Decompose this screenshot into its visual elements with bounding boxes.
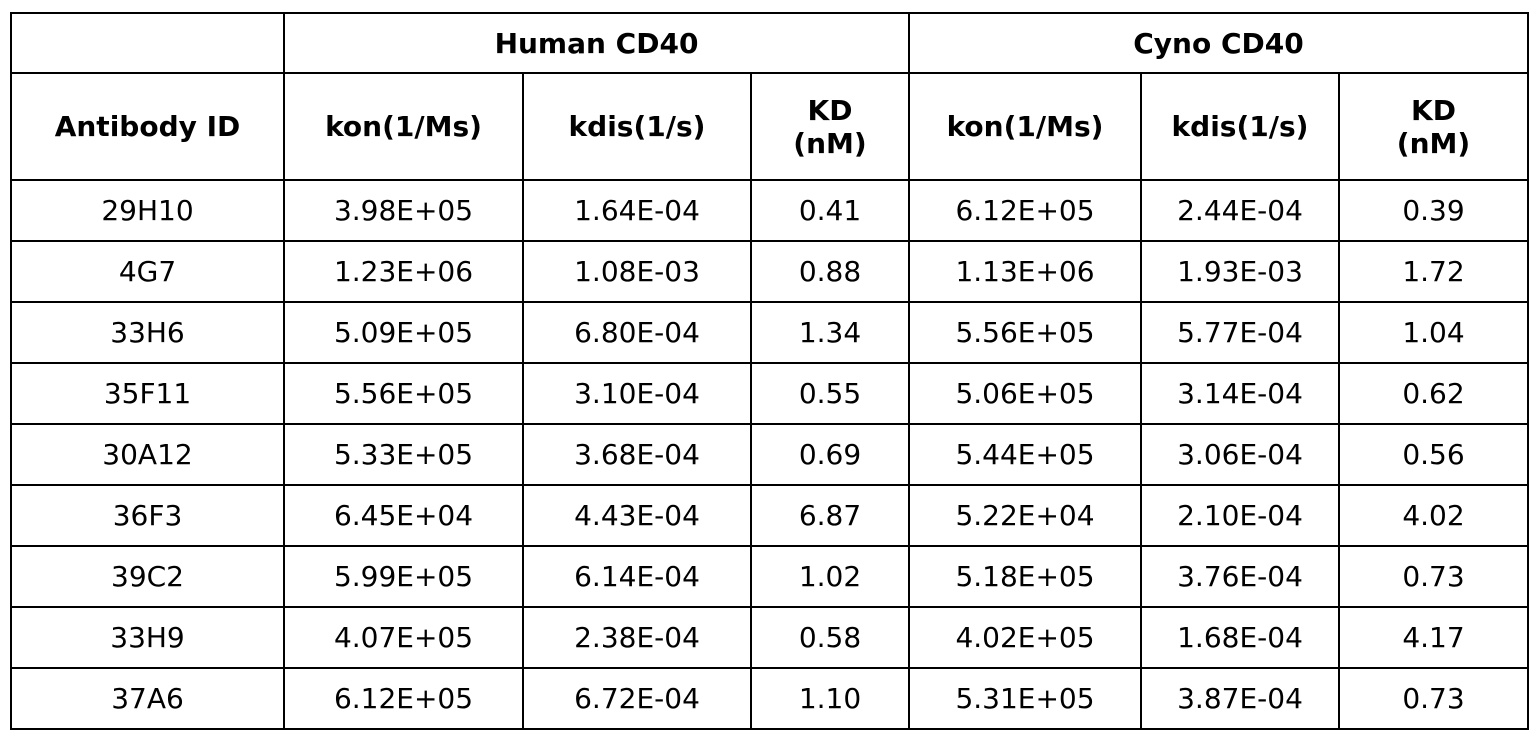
value-cell: 4.02 (1339, 485, 1528, 546)
value-cell: 1.93E-03 (1141, 241, 1339, 302)
antibody-id: 37A6 (11, 668, 284, 729)
column-header: KD (nM) (1339, 73, 1528, 180)
column-header-text: kdis(1/s) (569, 110, 706, 143)
antibody-id: 33H6 (11, 302, 284, 363)
value-cell: 0.69 (751, 424, 909, 485)
column-header: Antibody ID (11, 73, 284, 180)
column-header: kdis(1/s) (523, 73, 751, 180)
value-cell: 5.33E+05 (284, 424, 523, 485)
value-cell: 1.04 (1339, 302, 1528, 363)
data-row: 37A66.12E+056.72E-041.105.31E+053.87E-04… (11, 668, 1528, 729)
value-cell: 3.98E+05 (284, 180, 523, 241)
data-row: 39C25.99E+056.14E-041.025.18E+053.76E-04… (11, 546, 1528, 607)
value-cell: 5.31E+05 (909, 668, 1141, 729)
antibody-id: 36F3 (11, 485, 284, 546)
value-cell: 6.80E-04 (523, 302, 751, 363)
data-row: 29H103.98E+051.64E-040.416.12E+052.44E-0… (11, 180, 1528, 241)
data-row: 35F115.56E+053.10E-040.555.06E+053.14E-0… (11, 363, 1528, 424)
binding-table: Human CD40 Cyno CD40 Antibody ID kon(1/Ms… (10, 12, 1529, 730)
column-header-text: KD (nM) (790, 94, 870, 160)
value-cell: 0.73 (1339, 668, 1528, 729)
value-cell: 0.55 (751, 363, 909, 424)
value-cell: 4.17 (1339, 607, 1528, 668)
antibody-id: 35F11 (11, 363, 284, 424)
value-cell: 1.34 (751, 302, 909, 363)
data-row: 33H94.07E+052.38E-040.584.02E+051.68E-04… (11, 607, 1528, 668)
antibody-id: 30A12 (11, 424, 284, 485)
data-row: 33H65.09E+056.80E-041.345.56E+055.77E-04… (11, 302, 1528, 363)
antibody-id: 4G7 (11, 241, 284, 302)
value-cell: 5.56E+05 (284, 363, 523, 424)
value-cell: 6.12E+05 (909, 180, 1141, 241)
value-cell: 4.43E-04 (523, 485, 751, 546)
value-cell: 1.10 (751, 668, 909, 729)
column-header-text: KD (nM) (1394, 94, 1474, 160)
value-cell: 6.14E-04 (523, 546, 751, 607)
value-cell: 3.68E-04 (523, 424, 751, 485)
value-cell: 3.06E-04 (1141, 424, 1339, 485)
column-header-text: kdis(1/s) (1172, 110, 1309, 143)
value-cell: 6.72E-04 (523, 668, 751, 729)
value-cell: 5.06E+05 (909, 363, 1141, 424)
value-cell: 1.68E-04 (1141, 607, 1339, 668)
column-header: kon(1/Ms) (909, 73, 1141, 180)
data-row: 30A125.33E+053.68E-040.695.44E+053.06E-0… (11, 424, 1528, 485)
corner-cell (11, 13, 284, 73)
value-cell: 0.58 (751, 607, 909, 668)
data-row: 36F36.45E+044.43E-046.875.22E+042.10E-04… (11, 485, 1528, 546)
antibody-id: 39C2 (11, 546, 284, 607)
antibody-id: 33H9 (11, 607, 284, 668)
group-header: Cyno CD40 (909, 13, 1528, 73)
value-cell: 3.10E-04 (523, 363, 751, 424)
value-cell: 3.14E-04 (1141, 363, 1339, 424)
value-cell: 0.88 (751, 241, 909, 302)
value-cell: 5.18E+05 (909, 546, 1141, 607)
value-cell: 1.02 (751, 546, 909, 607)
value-cell: 4.02E+05 (909, 607, 1141, 668)
value-cell: 2.10E-04 (1141, 485, 1339, 546)
value-cell: 5.56E+05 (909, 302, 1141, 363)
value-cell: 0.41 (751, 180, 909, 241)
value-cell: 0.39 (1339, 180, 1528, 241)
group-row: Human CD40 Cyno CD40 (11, 13, 1528, 73)
column-header-text: kon(1/Ms) (325, 110, 482, 143)
value-cell: 0.73 (1339, 546, 1528, 607)
value-cell: 5.22E+04 (909, 485, 1141, 546)
value-cell: 5.09E+05 (284, 302, 523, 363)
group-header: Human CD40 (284, 13, 909, 73)
antibody-id: 29H10 (11, 180, 284, 241)
value-cell: 6.87 (751, 485, 909, 546)
value-cell: 1.08E-03 (523, 241, 751, 302)
value-cell: 1.13E+06 (909, 241, 1141, 302)
value-cell: 6.12E+05 (284, 668, 523, 729)
column-header-row: Antibody ID kon(1/Ms) kdis(1/s) KD (nM) kon(… (11, 73, 1528, 180)
value-cell: 2.38E-04 (523, 607, 751, 668)
data-row: 4G71.23E+061.08E-030.881.13E+061.93E-031… (11, 241, 1528, 302)
value-cell: 3.76E-04 (1141, 546, 1339, 607)
column-header: kdis(1/s) (1141, 73, 1339, 180)
table-body: Human CD40 Cyno CD40 Antibody ID kon(1/Ms… (11, 13, 1528, 729)
value-cell: 5.44E+05 (909, 424, 1141, 485)
value-cell: 5.99E+05 (284, 546, 523, 607)
value-cell: 4.07E+05 (284, 607, 523, 668)
value-cell: 2.44E-04 (1141, 180, 1339, 241)
column-header: KD (nM) (751, 73, 909, 180)
column-header: kon(1/Ms) (284, 73, 523, 180)
value-cell: 3.87E-04 (1141, 668, 1339, 729)
value-cell: 0.56 (1339, 424, 1528, 485)
value-cell: 0.62 (1339, 363, 1528, 424)
value-cell: 1.23E+06 (284, 241, 523, 302)
value-cell: 1.72 (1339, 241, 1528, 302)
column-header-text: kon(1/Ms) (947, 110, 1104, 143)
value-cell: 5.77E-04 (1141, 302, 1339, 363)
value-cell: 6.45E+04 (284, 485, 523, 546)
column-header-text: Antibody ID (55, 110, 241, 143)
value-cell: 1.64E-04 (523, 180, 751, 241)
